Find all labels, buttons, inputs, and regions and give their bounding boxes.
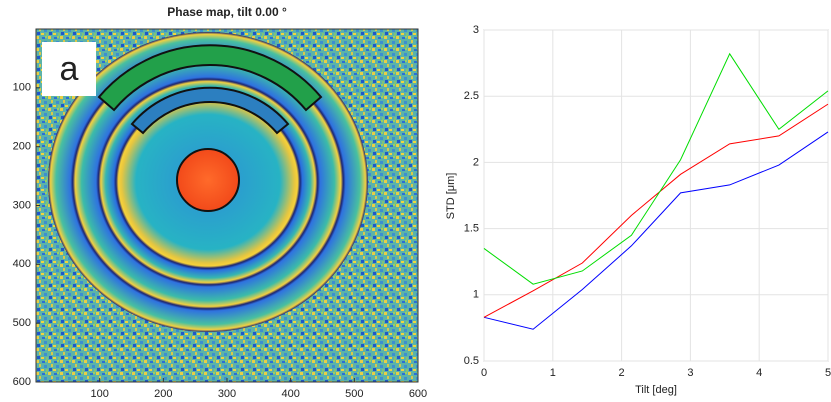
y-tick-label: 500 [13,317,31,329]
x-tick-label: 200 [154,388,172,400]
data-line [483,131,829,330]
plot-area [483,29,829,362]
x-tick-label: 400 [281,388,299,400]
y-tick-label: 300 [13,199,31,211]
x-tick-label: 4 [756,367,762,379]
center-region [176,148,240,212]
y-tick-label: 2 [473,156,479,168]
panel-label-box [42,42,96,96]
x-tick-label: 300 [218,388,236,400]
chart-title: Phase map, tilt 0.00 ° [167,5,287,19]
y-tick-label: 0.5 [464,355,479,367]
x-tick-label: 0 [481,367,487,379]
green-region [97,44,323,112]
x-tick-label: 600 [409,388,427,400]
x-tick-label: 1 [550,367,556,379]
x-tick-label: 2 [619,367,625,379]
y-axis-label: STD [μm] [445,173,457,220]
data-line [483,52,829,285]
x-tick-label: 100 [90,388,108,400]
y-tick-label: 100 [13,82,31,94]
panel-label: a [60,50,79,88]
x-tick-label: 5 [825,367,831,379]
x-axis-label: Tilt [deg] [635,384,677,396]
x-tick-label: 500 [345,388,363,400]
y-tick-label: 2.5 [464,90,479,102]
blue-region [130,86,290,135]
y-tick-label: 3 [473,24,479,36]
y-tick-label: 400 [13,258,31,270]
x-tick-label: 3 [687,367,693,379]
y-tick-label: 200 [13,141,31,153]
y-tick-label: 1.5 [464,223,479,235]
phase-map [35,28,419,383]
data-line [483,103,829,318]
y-tick-label: 1 [473,289,479,301]
y-tick-label: 600 [13,376,31,388]
